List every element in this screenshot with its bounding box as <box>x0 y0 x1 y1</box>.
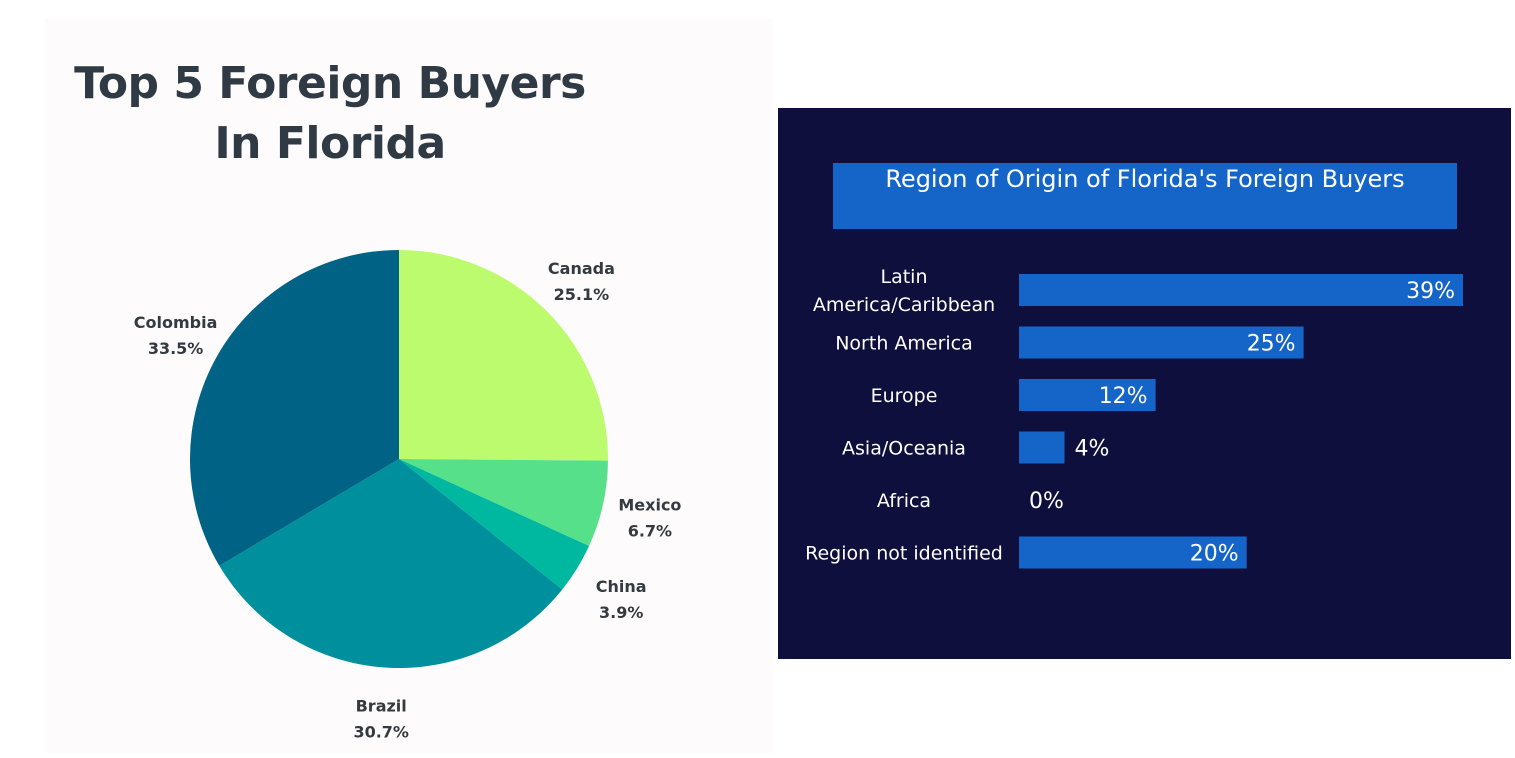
pie-slice-china <box>399 459 590 590</box>
pie-slice-brazil <box>219 459 563 669</box>
bar-value-label: 0% <box>1029 489 1064 514</box>
pie-label-value: 6.7% <box>628 522 672 541</box>
pie-label-name: Colombia <box>134 313 218 332</box>
bar-asia-oceania <box>1019 431 1065 464</box>
bar-latin-america-caribbean <box>1019 274 1463 306</box>
bar-value-label: 20% <box>1190 542 1239 567</box>
pie-label-brazil: Brazil 30.7% <box>353 696 409 741</box>
pie-label-value: 33.5% <box>148 339 204 358</box>
pie-label-colombia: Colombia 33.5% <box>134 313 218 358</box>
bar-category-asia-oceania: Asia/Oceania <box>842 438 966 460</box>
pie-label-value: 3.9% <box>599 603 643 622</box>
bar-category-line: Asia/Oceania <box>842 438 966 460</box>
bar-chart-panel: Region of Origin of Florida's Foreign Bu… <box>778 108 1511 659</box>
pie-label-name: China <box>596 577 647 596</box>
pie-label-name: Mexico <box>618 496 681 515</box>
bar-value-label: 39% <box>1406 279 1455 304</box>
pie-label-name: Brazil <box>356 696 407 715</box>
bar-category-africa: Africa <box>877 490 931 512</box>
bar-chart: Latin America/Caribbean 39% North America 25… <box>805 266 1463 569</box>
pie-slice-mexico <box>399 459 608 546</box>
bar-value-label: 12% <box>1099 384 1148 409</box>
bar-category-region-not-identified: Region not identified <box>805 543 1003 565</box>
bar-region-not-identified <box>1019 536 1247 569</box>
pie-label-canada: Canada 25.1% <box>548 259 615 304</box>
pie-label-name: Canada <box>548 259 615 278</box>
bar-category-latin-america-caribbean: Latin America/Caribbean <box>813 266 995 316</box>
bar-category-line: Africa <box>877 490 931 512</box>
bar-category-line: America/Caribbean <box>813 294 995 316</box>
bar-value-label: 25% <box>1247 332 1296 357</box>
bar-chart-title: Region of Origin of Florida's Foreign Bu… <box>833 163 1457 229</box>
pie-chart-panel: Top 5 Foreign Buyers In Florida Canada 25… <box>45 18 773 753</box>
pie-label-value: 30.7% <box>353 722 409 741</box>
pie-slice-colombia <box>189 250 399 566</box>
pie-label-mexico: Mexico 6.7% <box>618 496 681 541</box>
pie-label-value: 25.1% <box>554 285 610 304</box>
pie-chart: Canada 25.1% Mexico 6.7% China 3.9% Brazil 30.7… <box>134 250 681 741</box>
pie-label-china: China 3.9% <box>596 577 647 622</box>
bar-category-line: Europe <box>871 385 938 407</box>
pie-title-line-1: Top 5 Foreign Buyers <box>74 58 586 109</box>
bar-value-label: 4% <box>1075 437 1110 462</box>
bar-category-europe: Europe <box>871 385 938 407</box>
bar-category-north-america: North America <box>835 333 973 355</box>
pie-slice-canada <box>399 250 608 461</box>
bar-category-line: North America <box>835 333 973 355</box>
pie-title-line-2: In Florida <box>214 118 446 169</box>
pie-chart-title: Top 5 Foreign Buyers In Florida <box>45 54 615 174</box>
bar-europe <box>1019 379 1156 411</box>
bar-category-line: Region not identified <box>805 543 1003 565</box>
bar-category-line: Latin <box>881 266 928 288</box>
bar-north-america <box>1019 326 1304 359</box>
